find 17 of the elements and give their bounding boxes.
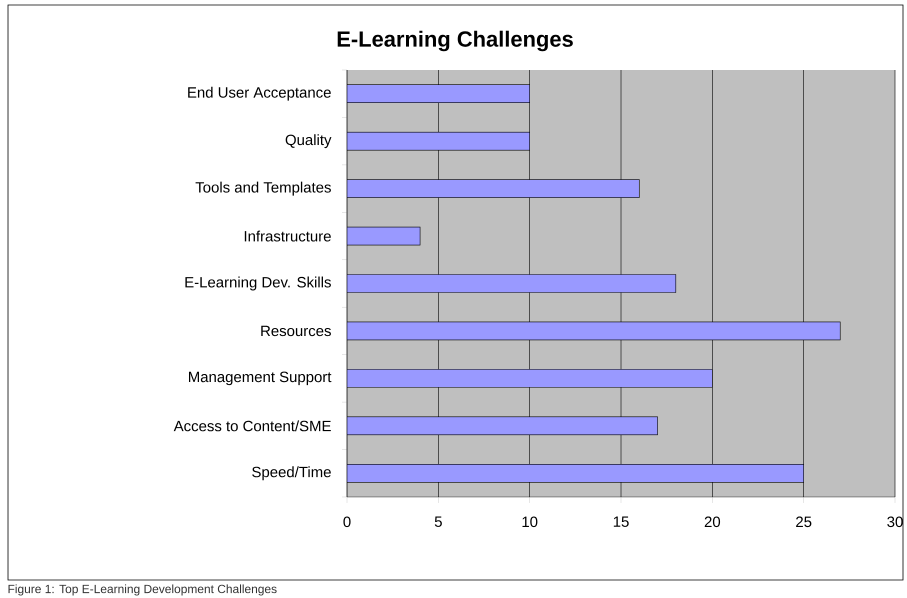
x-tick-label: 0 [343,516,351,528]
x-tick-label: 5 [434,516,442,527]
x-tick-label: 25 [796,516,812,528]
y-tick-label: End User Acceptance [188,86,331,101]
x-tick-label: 15 [614,516,629,527]
caption: Figure 1: Top E-Learning Development Challenges [8,584,277,596]
y-tick-label: Resources [261,326,331,336]
y-tick-label: Infrastructure [244,230,331,242]
y-tick-label: Management Support [188,372,332,386]
y-tick-label: E-Learning Dev. Skills [185,276,331,290]
y-tick-label: Quality [286,134,332,148]
y-tick-label: Speed/Time [252,466,331,480]
y-tick-label: Tools and Templates [196,182,331,196]
chart-title: E-Learning Challenges [338,30,573,52]
x-tick-label: 10 [522,516,538,528]
y-tick-label: Access to Content/SME [174,420,331,432]
x-tick-label: 20 [704,516,720,528]
